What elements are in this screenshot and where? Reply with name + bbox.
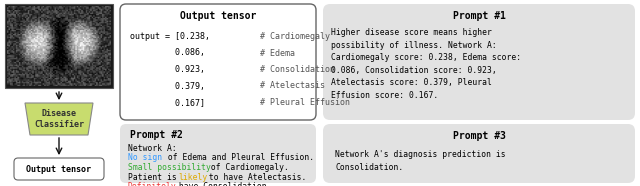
Text: # Atelectasis: # Atelectasis	[240, 81, 325, 91]
Text: Prompt #3: Prompt #3	[452, 131, 506, 141]
FancyBboxPatch shape	[323, 4, 635, 120]
Text: Network A's diagnosis prediction is
Consolidation.: Network A's diagnosis prediction is Cons…	[335, 150, 506, 171]
Text: Higher disease score means higher
possibility of illness. Network A:
Cardiomegal: Higher disease score means higher possib…	[331, 28, 521, 100]
Text: output = [0.238,: output = [0.238,	[130, 32, 210, 41]
Text: Disease
Classifier: Disease Classifier	[34, 109, 84, 129]
Text: Prompt #2: Prompt #2	[130, 130, 183, 140]
Text: 0.923,: 0.923,	[130, 65, 205, 74]
Polygon shape	[25, 103, 93, 135]
Bar	[5, 4, 113, 88]
Text: Output tensor: Output tensor	[180, 11, 256, 21]
Text: 0.379,: 0.379,	[130, 81, 205, 91]
Text: # Pleural Effusion: # Pleural Effusion	[240, 98, 350, 107]
Text: of Edema and Pleural Effusion.: of Edema and Pleural Effusion.	[163, 153, 314, 163]
FancyBboxPatch shape	[120, 124, 316, 183]
Text: Small possibility: Small possibility	[128, 163, 211, 172]
Text: of Cardiomegaly.: of Cardiomegaly.	[206, 163, 289, 172]
FancyBboxPatch shape	[120, 4, 316, 120]
Text: # Consolidation: # Consolidation	[240, 65, 335, 74]
Text: likely: likely	[178, 172, 207, 182]
FancyBboxPatch shape	[14, 158, 104, 180]
Text: Patient is: Patient is	[128, 172, 182, 182]
Text: Network A:: Network A:	[128, 144, 177, 153]
Text: Output tensor: Output tensor	[26, 164, 92, 174]
Text: Prompt #1: Prompt #1	[452, 11, 506, 21]
Text: # Cardiomegaly: # Cardiomegaly	[240, 32, 330, 41]
FancyBboxPatch shape	[323, 124, 635, 183]
Text: 0.167]: 0.167]	[130, 98, 205, 107]
Text: # Edema: # Edema	[240, 49, 295, 57]
Text: to have Atelectasis.: to have Atelectasis.	[204, 172, 307, 182]
Text: have Consolidation.: have Consolidation.	[174, 182, 271, 186]
Text: 0.086,: 0.086,	[130, 49, 205, 57]
Text: Definitely: Definitely	[128, 182, 177, 186]
Text: No sign: No sign	[128, 153, 162, 163]
